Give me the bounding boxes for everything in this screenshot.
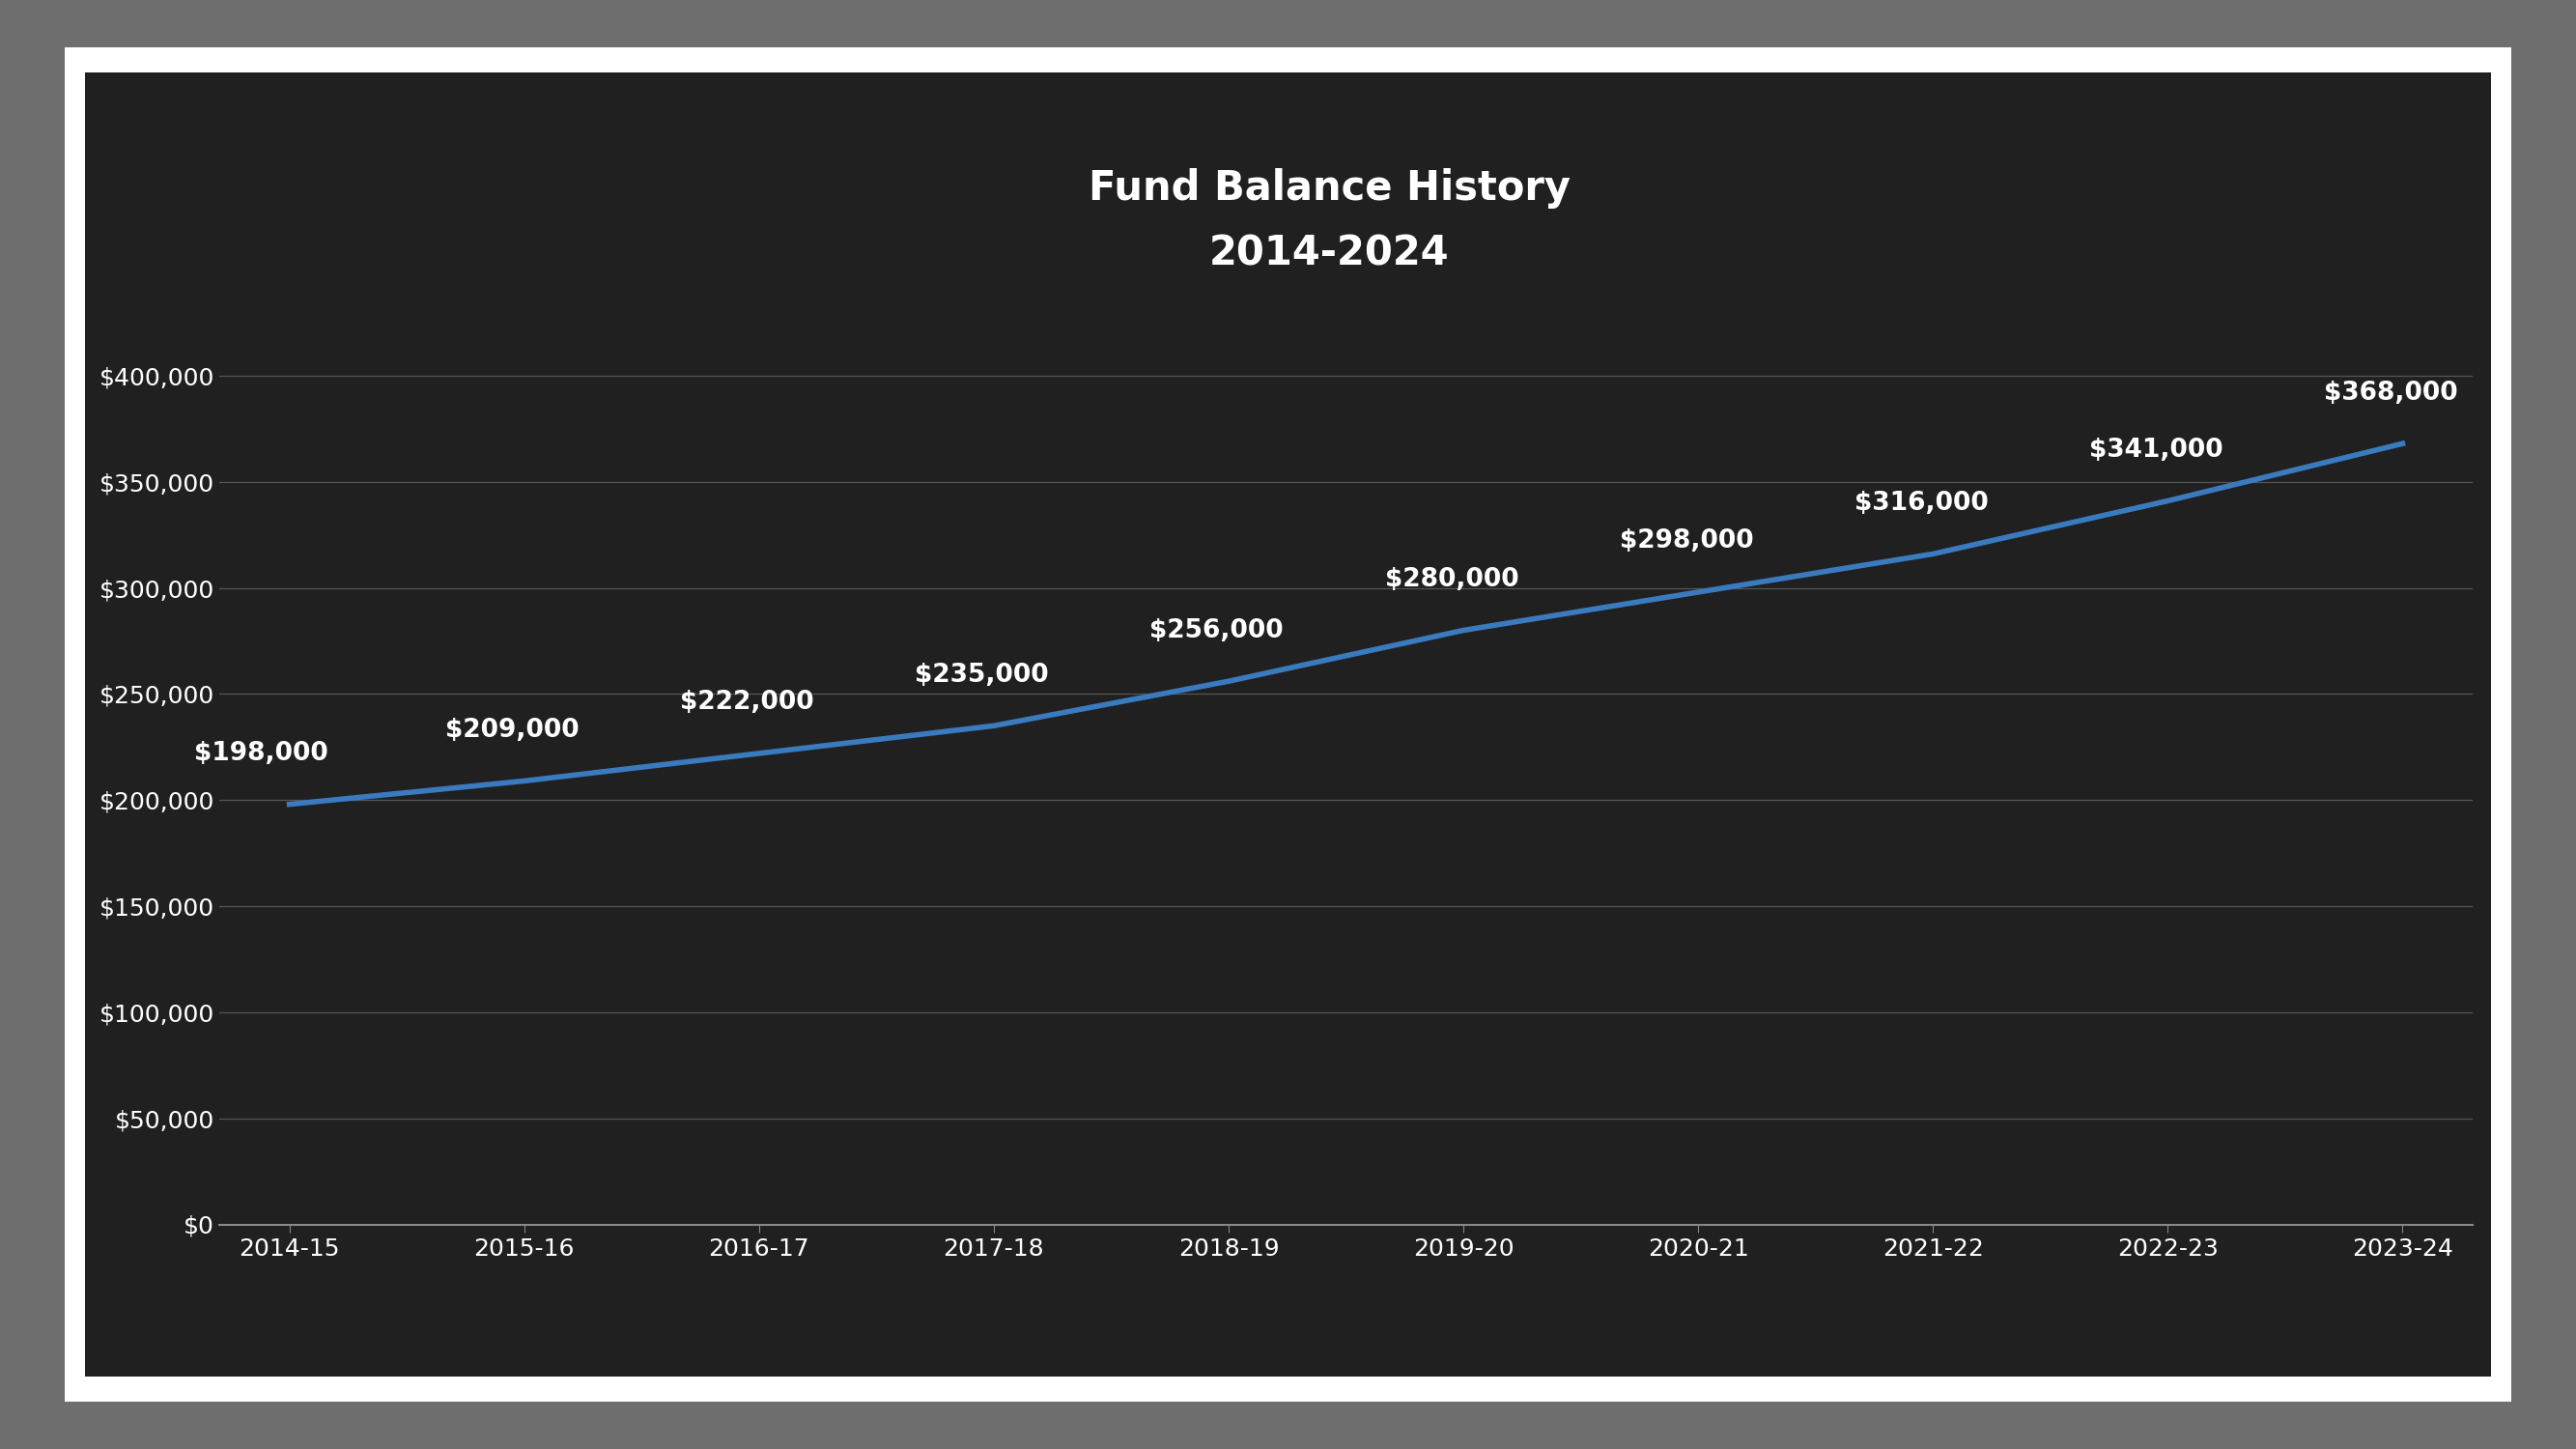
Text: $368,000: $368,000 bbox=[2324, 380, 2458, 406]
Text: $235,000: $235,000 bbox=[914, 662, 1048, 688]
Text: $209,000: $209,000 bbox=[446, 717, 580, 743]
Text: $298,000: $298,000 bbox=[1620, 529, 1754, 554]
Text: $222,000: $222,000 bbox=[680, 690, 814, 716]
Text: Fund Balance History: Fund Balance History bbox=[1087, 168, 1571, 209]
Text: 2014-2024: 2014-2024 bbox=[1208, 233, 1450, 274]
Text: $316,000: $316,000 bbox=[1855, 491, 1989, 516]
Text: $198,000: $198,000 bbox=[193, 740, 327, 767]
Text: $341,000: $341,000 bbox=[2089, 438, 2223, 462]
Text: $280,000: $280,000 bbox=[1386, 567, 1520, 593]
Text: $256,000: $256,000 bbox=[1149, 617, 1283, 643]
